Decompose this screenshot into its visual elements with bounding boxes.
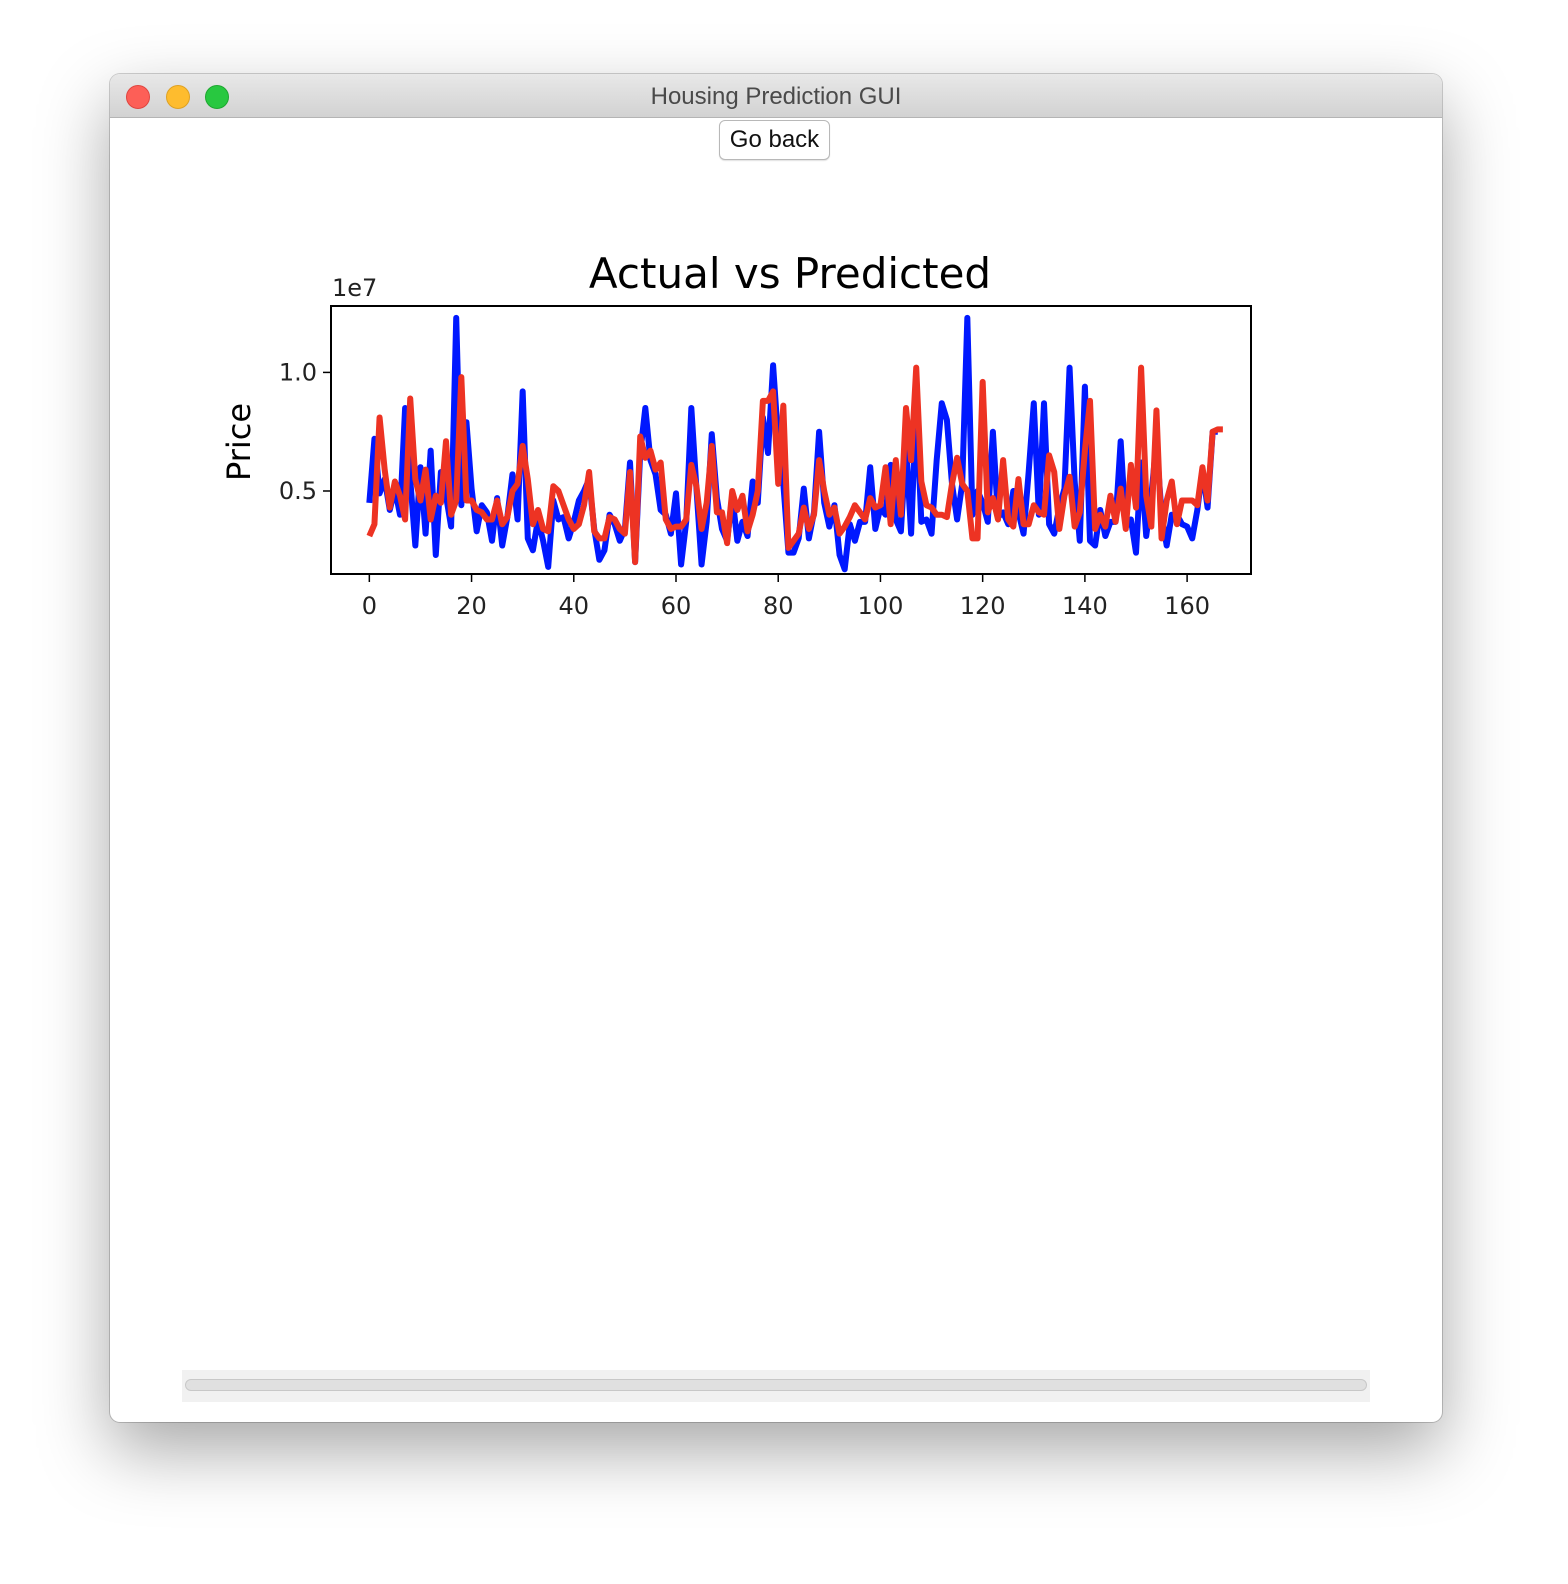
x-tick-label: 160 <box>1164 592 1210 620</box>
x-tick-label: 60 <box>661 592 692 620</box>
x-tick-label: 140 <box>1062 592 1108 620</box>
x-tick-label: 120 <box>960 592 1006 620</box>
app-window: Housing Prediction GUI Go back Actual vs… <box>110 74 1442 1422</box>
x-tick-label: 0 <box>362 592 377 620</box>
minimize-window-button[interactable] <box>166 85 190 109</box>
x-tick-label: 40 <box>559 592 590 620</box>
series-layer <box>366 314 1223 573</box>
x-tick-label: 80 <box>763 592 794 620</box>
actual-vs-predicted-chart: Actual vs Predicted 1e7 Price 0 20 40 60 80 1… <box>220 249 1252 620</box>
plot-frame <box>330 305 1252 575</box>
horizontal-scrollbar[interactable] <box>182 1370 1370 1402</box>
x-axis-ticks: 0 20 40 60 80 100 120 140 160 <box>362 574 1210 620</box>
x-tick-label: 100 <box>858 592 904 620</box>
y-axis-offset-label: 1e7 <box>332 274 377 302</box>
chart-title: Actual vs Predicted <box>589 249 991 298</box>
y-tick-label: 1.0 <box>279 358 317 386</box>
window-title: Housing Prediction GUI <box>650 83 902 110</box>
title-bar[interactable]: Housing Prediction GUI <box>110 74 1442 118</box>
y-tick-label: 0.5 <box>279 477 317 505</box>
x-tick-label: 20 <box>456 592 487 620</box>
y-axis-ticks: 0.5 1.0 <box>279 358 331 505</box>
series-line-1 <box>366 364 1223 566</box>
close-window-button[interactable] <box>126 85 150 109</box>
scrollbar-thumb[interactable] <box>185 1379 1367 1391</box>
zoom-window-button[interactable] <box>205 85 229 109</box>
go-back-button[interactable]: Go back <box>719 120 830 160</box>
y-axis-label: Price <box>220 403 258 481</box>
